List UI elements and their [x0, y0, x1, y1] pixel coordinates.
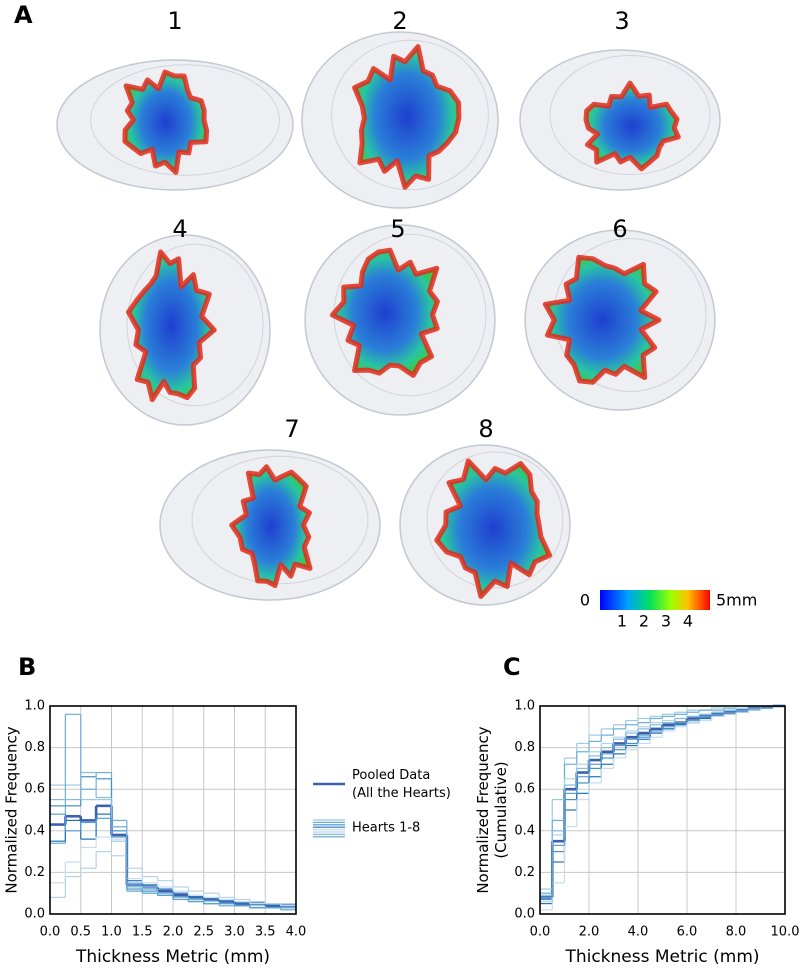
- x-tick-label: 1.0: [101, 925, 122, 940]
- heart-shell-inner: [549, 55, 711, 175]
- x-tick-label: 6.0: [677, 925, 698, 940]
- x-tick-label: 3.0: [224, 925, 245, 940]
- thickness-map: [434, 458, 553, 599]
- heart-renders: [56, 31, 721, 606]
- thickness-map: [122, 69, 210, 175]
- heart-shell-inner: [331, 39, 489, 191]
- heart-shell-inner: [90, 64, 280, 176]
- thickness-map: [583, 80, 681, 172]
- step-series: [540, 705, 785, 911]
- thickness-map: [229, 464, 313, 589]
- y-tick-label: 0.6: [24, 782, 45, 797]
- heart-number: 5: [390, 215, 405, 243]
- heart-number: 8: [478, 415, 493, 443]
- heart-shell-inner: [426, 451, 564, 589]
- colorbar: [600, 590, 710, 610]
- legend-label: Pooled Data (All the Hearts): [352, 768, 451, 801]
- thickness-map: [126, 249, 217, 403]
- x-tick-label: 0.5: [70, 925, 91, 940]
- y-tick-label: 0.0: [514, 907, 535, 922]
- x-tick-label: 8.0: [726, 925, 747, 940]
- step-series: [540, 705, 785, 898]
- y-tick-label: 0.8: [24, 740, 45, 755]
- x-tick-label: 2.0: [163, 925, 184, 940]
- y-tick-label: 1.0: [24, 699, 45, 714]
- colorbar-max: 5mm: [716, 591, 757, 610]
- y-tick-label: 0.8: [514, 740, 535, 755]
- heart-render: [304, 224, 496, 416]
- colorbar-tick: 1: [617, 612, 627, 631]
- x-tick-label: 2.0: [579, 925, 600, 940]
- colorbar-min: 0: [580, 591, 590, 610]
- x-tick-label: 4.0: [286, 925, 307, 940]
- heart-render: [159, 449, 381, 601]
- heart-shell-inner: [126, 243, 264, 407]
- heart-render: [399, 444, 571, 606]
- y-tick-label: 0.6: [514, 782, 535, 797]
- y-tick-label: 0.4: [24, 823, 45, 838]
- y-tick-label: 0.0: [24, 907, 45, 922]
- colorbar-tick: 2: [639, 612, 649, 631]
- heart-render: [519, 49, 721, 191]
- legend-label: Hearts 1-8: [352, 821, 420, 836]
- colorbar-tick: 3: [661, 612, 671, 631]
- x-tick-label: 0.0: [40, 925, 61, 940]
- y-tick-label: 0.2: [24, 865, 45, 880]
- heart-number: 6: [612, 215, 627, 243]
- x-tick-label: 4.0: [628, 925, 649, 940]
- x-tick-label: 10.0: [771, 925, 800, 940]
- y-tick-label: 0.2: [514, 865, 535, 880]
- x-axis-label: Thickness Metric (mm): [564, 947, 759, 967]
- heart-render: [56, 59, 294, 191]
- heart-render: [99, 234, 271, 426]
- y-axis-label: Normalized Frequency: [3, 726, 21, 893]
- heart-render: [524, 229, 716, 411]
- heart-number: 4: [172, 215, 187, 243]
- panel-label: A: [14, 1, 33, 29]
- thickness-map: [542, 254, 662, 385]
- heart-number: 1: [167, 7, 182, 35]
- y-tick-label: 0.4: [514, 823, 535, 838]
- y-axis-label: Normalized Frequency(Cumulative): [474, 726, 510, 893]
- heart-number: 2: [392, 7, 407, 35]
- heart-number: 3: [614, 7, 629, 35]
- panel-label: B: [18, 653, 36, 681]
- panel-label: C: [503, 653, 521, 681]
- plot-frame: [49, 705, 297, 915]
- heart-render: [301, 31, 499, 209]
- x-tick-label: 0.0: [530, 925, 551, 940]
- heart-shell-inner: [191, 455, 369, 585]
- x-tick-label: 2.5: [193, 925, 214, 940]
- y-tick-label: 1.0: [514, 699, 535, 714]
- colorbar-tick: 4: [683, 612, 693, 631]
- thickness-map: [329, 247, 440, 378]
- heart-number: 7: [284, 415, 299, 443]
- thickness-map: [352, 44, 462, 190]
- plot-frame: [539, 705, 786, 915]
- x-tick-label: 3.5: [255, 925, 276, 940]
- step-series: [50, 813, 296, 909]
- x-axis-label: Thickness Metric (mm): [75, 947, 270, 967]
- x-tick-label: 1.5: [132, 925, 153, 940]
